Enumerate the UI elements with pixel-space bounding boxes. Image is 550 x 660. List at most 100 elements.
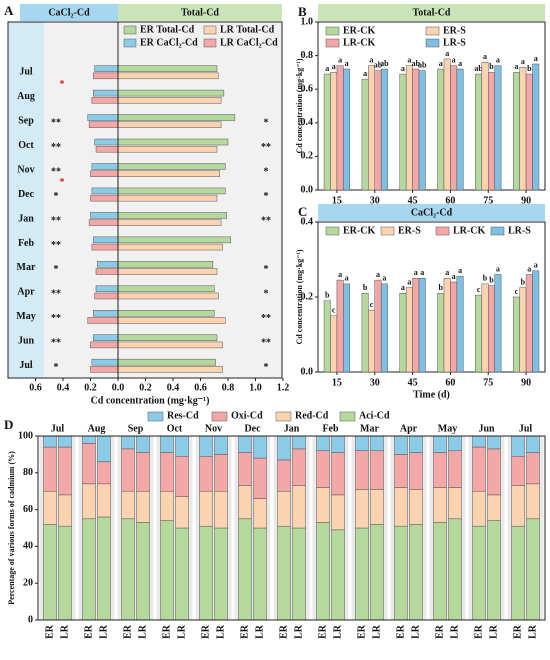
bar [525, 274, 533, 373]
bar [450, 281, 458, 373]
significance-letter: a [332, 62, 336, 71]
bar-label: ER [356, 624, 367, 639]
bar-segment [214, 527, 228, 621]
panel-label: D [4, 417, 13, 432]
x-tick-label: 60 [445, 195, 455, 206]
bar-segment [136, 452, 150, 492]
bar-segment [487, 494, 501, 521]
x-tick-label: 0.6 [194, 382, 207, 393]
bar [90, 212, 119, 219]
significance-letter: a [521, 57, 525, 66]
x-tick-label: 0.2 [139, 382, 152, 393]
x-tick-label: 0.8 [222, 382, 235, 393]
x-tick-label: 60 [445, 377, 455, 388]
legend-label: LR-CK [343, 37, 375, 48]
y-tick-label: 80 [23, 467, 33, 478]
significance-letter: a [401, 283, 405, 292]
y-axis-title: Cd concentration (mg·kg⁻¹) [295, 58, 304, 153]
significance-letter: a [345, 59, 349, 68]
bar-segment [160, 490, 174, 521]
group-label: Aug [88, 423, 106, 434]
significance-letter: a [420, 268, 424, 277]
month-label: Feb [18, 238, 35, 249]
bar-segment [136, 490, 150, 523]
bar-segment [448, 450, 462, 488]
bar-segment [394, 435, 408, 455]
bar-segment [277, 459, 291, 492]
bar [117, 292, 219, 300]
bar [380, 68, 388, 191]
panel-label: A [4, 3, 14, 18]
bar-segment [238, 485, 252, 520]
x-tick-label: 90 [521, 377, 531, 388]
bar-segment [175, 527, 189, 621]
bar [399, 73, 407, 191]
bar-segment [433, 435, 447, 453]
bar [443, 58, 451, 191]
significance-letter: a [496, 56, 500, 65]
bar [117, 261, 214, 268]
significance: * [264, 289, 269, 300]
bar [374, 70, 382, 191]
x-axis-title: Time (d) [413, 389, 450, 400]
bar-segment [175, 455, 189, 497]
bar-segment [370, 524, 384, 621]
significance-letter: c [370, 300, 374, 309]
legend-swatch [435, 226, 450, 236]
bar-segment [121, 435, 135, 450]
bar [368, 65, 375, 191]
y-tick-label: 0.6 [301, 83, 314, 94]
significance-letter: a [527, 264, 531, 273]
bar [117, 334, 218, 341]
bar-segment [433, 522, 447, 621]
legend-label: ER CaCl₂-Cd [140, 37, 198, 48]
bar [117, 97, 222, 104]
bar-segment [199, 435, 213, 457]
bar [475, 73, 483, 191]
y-tick-label: 60 [23, 504, 33, 515]
significance-letter: a [439, 59, 443, 68]
month-label: Nov [17, 164, 34, 175]
bar [418, 278, 426, 373]
bar [117, 236, 231, 244]
bar-segment [214, 435, 228, 455]
x-tick-label: 45 [408, 377, 418, 388]
bar-segment [253, 498, 267, 529]
bar-segment [253, 435, 267, 459]
bar [117, 121, 222, 129]
legend-swatch [123, 38, 137, 48]
legend-swatch [275, 411, 292, 422]
bar [532, 270, 540, 373]
bar-segment [448, 518, 462, 621]
bar-segment [511, 525, 525, 621]
bar-segment [82, 518, 96, 621]
bar-label: LR [410, 624, 421, 639]
bar-segment [43, 446, 57, 492]
bar [475, 294, 483, 373]
significance-letter: a [407, 277, 411, 286]
bar [512, 72, 520, 191]
bar-segment [292, 448, 306, 486]
bar-segment [58, 525, 72, 621]
bar [488, 72, 495, 191]
bar [117, 366, 223, 373]
header-bg [318, 204, 545, 221]
bar-segment [370, 489, 384, 525]
bar [91, 163, 119, 170]
bar-segment [121, 448, 135, 492]
bar [117, 89, 225, 97]
bar [456, 276, 464, 373]
bar-segment [394, 487, 408, 527]
bar-segment [43, 524, 57, 621]
x-tick-label: 30 [370, 195, 380, 206]
bar-segment [433, 487, 447, 523]
bar-label: ER [83, 624, 94, 639]
bar-label: LR [98, 624, 109, 639]
bar-label: LR [254, 624, 265, 639]
significance-letter: ab [412, 59, 421, 68]
bar-segment [331, 452, 345, 496]
bar-segment [355, 435, 369, 451]
bar-label: LR [488, 624, 499, 639]
group-label: Dec [244, 423, 261, 434]
bar-segment [409, 452, 423, 490]
